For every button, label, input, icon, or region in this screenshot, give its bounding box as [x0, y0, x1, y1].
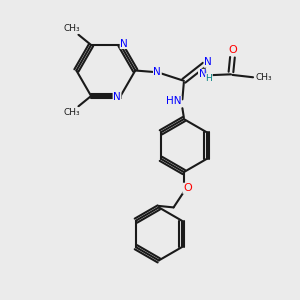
Text: N: N: [113, 92, 121, 103]
Text: CH₃: CH₃: [63, 108, 80, 117]
Text: CH₃: CH₃: [255, 73, 272, 82]
Text: HN: HN: [166, 96, 181, 106]
Text: N: N: [120, 38, 128, 49]
Text: H: H: [206, 74, 212, 83]
Text: CH₃: CH₃: [63, 24, 80, 33]
Text: N: N: [154, 67, 161, 77]
Text: N: N: [199, 69, 206, 79]
Text: N: N: [204, 57, 212, 67]
Text: O: O: [183, 183, 192, 193]
Text: O: O: [228, 45, 237, 55]
